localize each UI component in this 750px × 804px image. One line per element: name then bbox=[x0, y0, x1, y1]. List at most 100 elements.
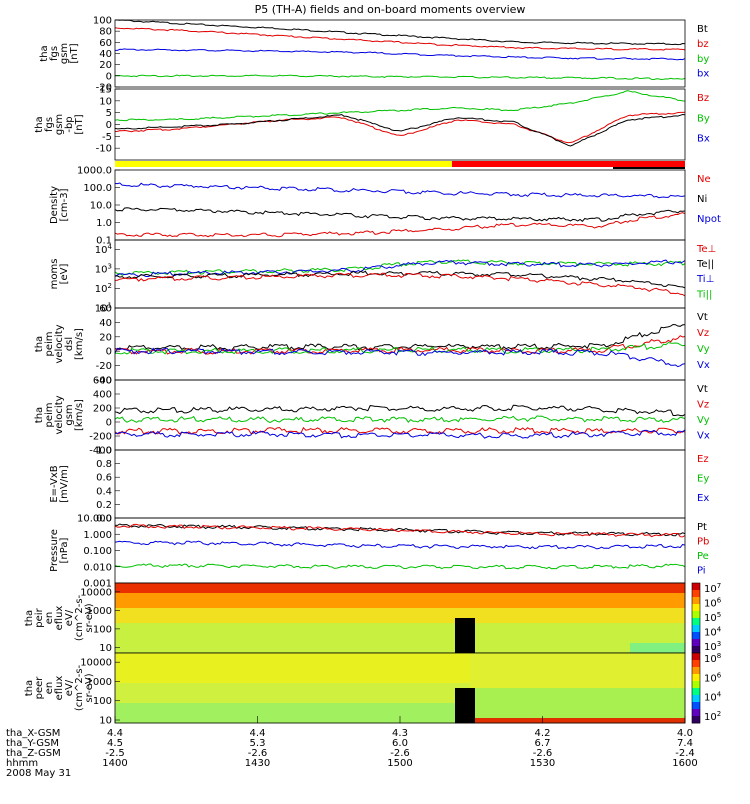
spectrogram-cell bbox=[270, 623, 276, 629]
spectrogram-cell bbox=[515, 588, 521, 594]
spectrogram-cell bbox=[580, 688, 586, 694]
spectrogram-cell bbox=[350, 653, 356, 659]
spectrogram-cell bbox=[590, 688, 596, 694]
spectrogram-cell bbox=[515, 603, 521, 609]
spectrogram-cell bbox=[275, 658, 281, 664]
spectrogram-cell bbox=[455, 713, 461, 719]
spectrogram-cell bbox=[660, 688, 666, 694]
spectrogram-cell bbox=[635, 668, 641, 674]
spectrogram-cell bbox=[220, 608, 226, 614]
spectrogram-cell bbox=[605, 658, 611, 664]
spectrogram-cell bbox=[600, 678, 606, 684]
spectrogram-cell bbox=[170, 663, 176, 669]
spectrogram-cell bbox=[305, 613, 311, 619]
spectrogram-cell bbox=[420, 583, 426, 589]
spectrogram-cell bbox=[475, 668, 481, 674]
spectrogram-cell bbox=[190, 648, 196, 654]
spectrogram-cell bbox=[340, 673, 346, 679]
y-axis-label: tha fgs gsm [nT] bbox=[39, 43, 80, 64]
spectrogram-cell bbox=[605, 713, 611, 719]
spectrogram-cell bbox=[140, 703, 146, 709]
spectrogram-cell bbox=[675, 608, 681, 614]
spectrogram-cell bbox=[495, 683, 501, 689]
spectrogram-cell bbox=[280, 663, 286, 669]
spectrogram-cell bbox=[565, 638, 571, 644]
spectrogram-cell bbox=[615, 583, 621, 589]
spectrogram-cell bbox=[490, 598, 496, 604]
spectrogram-cell bbox=[185, 673, 191, 679]
spectrogram-cell bbox=[520, 683, 526, 689]
spectrogram-cell bbox=[120, 633, 126, 639]
spectrogram-cell bbox=[435, 708, 441, 714]
spectrogram-cell bbox=[325, 708, 331, 714]
spectrogram-cell bbox=[185, 693, 191, 699]
spectrogram-cell bbox=[480, 693, 486, 699]
spectrogram-cell bbox=[225, 603, 231, 609]
spectrogram-cell bbox=[660, 613, 666, 619]
spectrogram-cell bbox=[150, 588, 156, 594]
y-tick-label: 0.8 bbox=[96, 459, 112, 470]
spectrogram-cell bbox=[215, 603, 221, 609]
spectrogram-cell bbox=[115, 588, 121, 594]
spectrogram-cell bbox=[655, 663, 661, 669]
spectrogram-cell bbox=[295, 628, 301, 634]
spectrogram-cell bbox=[635, 628, 641, 634]
spectrogram-cell bbox=[655, 603, 661, 609]
spectrogram-cell bbox=[205, 713, 211, 719]
spectrogram-cell bbox=[640, 633, 646, 639]
spectrogram-cell bbox=[460, 673, 466, 679]
spectrogram-cell bbox=[470, 603, 476, 609]
spectrogram-cell bbox=[440, 608, 446, 614]
spectrogram-cell bbox=[655, 643, 661, 649]
spectrogram-cell bbox=[285, 603, 291, 609]
spectrogram-cell bbox=[370, 608, 376, 614]
spectrogram-cell bbox=[400, 713, 406, 719]
spectrogram-cell bbox=[480, 643, 486, 649]
spectrogram-cell bbox=[420, 588, 426, 594]
spectrogram-cell bbox=[290, 718, 296, 724]
spectrogram-cell bbox=[560, 653, 566, 659]
spectrogram-cell bbox=[315, 688, 321, 694]
spectrogram-cell bbox=[120, 673, 126, 679]
spectrogram-cell bbox=[615, 593, 621, 599]
spectrogram-cell bbox=[470, 583, 476, 589]
spectrogram-cell bbox=[615, 668, 621, 674]
spectrogram-cell bbox=[400, 673, 406, 679]
spectrogram-cell bbox=[285, 648, 291, 654]
spectrogram-cell bbox=[225, 673, 231, 679]
spectrogram-cell bbox=[610, 593, 616, 599]
spectrogram-cell bbox=[255, 623, 261, 629]
colorbar-tick-label: 106 bbox=[704, 597, 722, 610]
spectrogram-cell bbox=[465, 608, 471, 614]
spectrogram-cell bbox=[480, 698, 486, 704]
spectrogram-cell bbox=[605, 663, 611, 669]
spectrogram-cell bbox=[250, 633, 256, 639]
spectrogram-cell bbox=[655, 583, 661, 589]
spectrogram-cell bbox=[610, 703, 616, 709]
spectrogram-cell bbox=[500, 688, 506, 694]
spectrogram-cell bbox=[585, 583, 591, 589]
spectrogram-cell bbox=[120, 693, 126, 699]
spectrogram-cell bbox=[680, 683, 686, 689]
spectrogram-cell bbox=[400, 638, 406, 644]
spectrogram-cell bbox=[165, 608, 171, 614]
spectrogram-cell bbox=[590, 588, 596, 594]
spectrogram-cell bbox=[360, 608, 366, 614]
spectrogram-cell bbox=[385, 618, 391, 624]
spectrogram-cell bbox=[300, 698, 306, 704]
spectrogram-cell bbox=[670, 648, 676, 654]
spectrogram-cell bbox=[215, 643, 221, 649]
spectrogram-cell bbox=[625, 678, 631, 684]
spectrogram-cell bbox=[590, 583, 596, 589]
spectrogram-cell bbox=[410, 673, 416, 679]
spectrogram-cell bbox=[275, 633, 281, 639]
spectrogram-cell bbox=[115, 713, 121, 719]
spectrogram-cell bbox=[665, 708, 671, 714]
spectrogram-cell bbox=[465, 663, 471, 669]
spectrogram-cell bbox=[535, 588, 541, 594]
spectrogram-cell bbox=[200, 693, 206, 699]
spectrogram-cell bbox=[550, 643, 556, 649]
spectrogram-cell bbox=[385, 698, 391, 704]
